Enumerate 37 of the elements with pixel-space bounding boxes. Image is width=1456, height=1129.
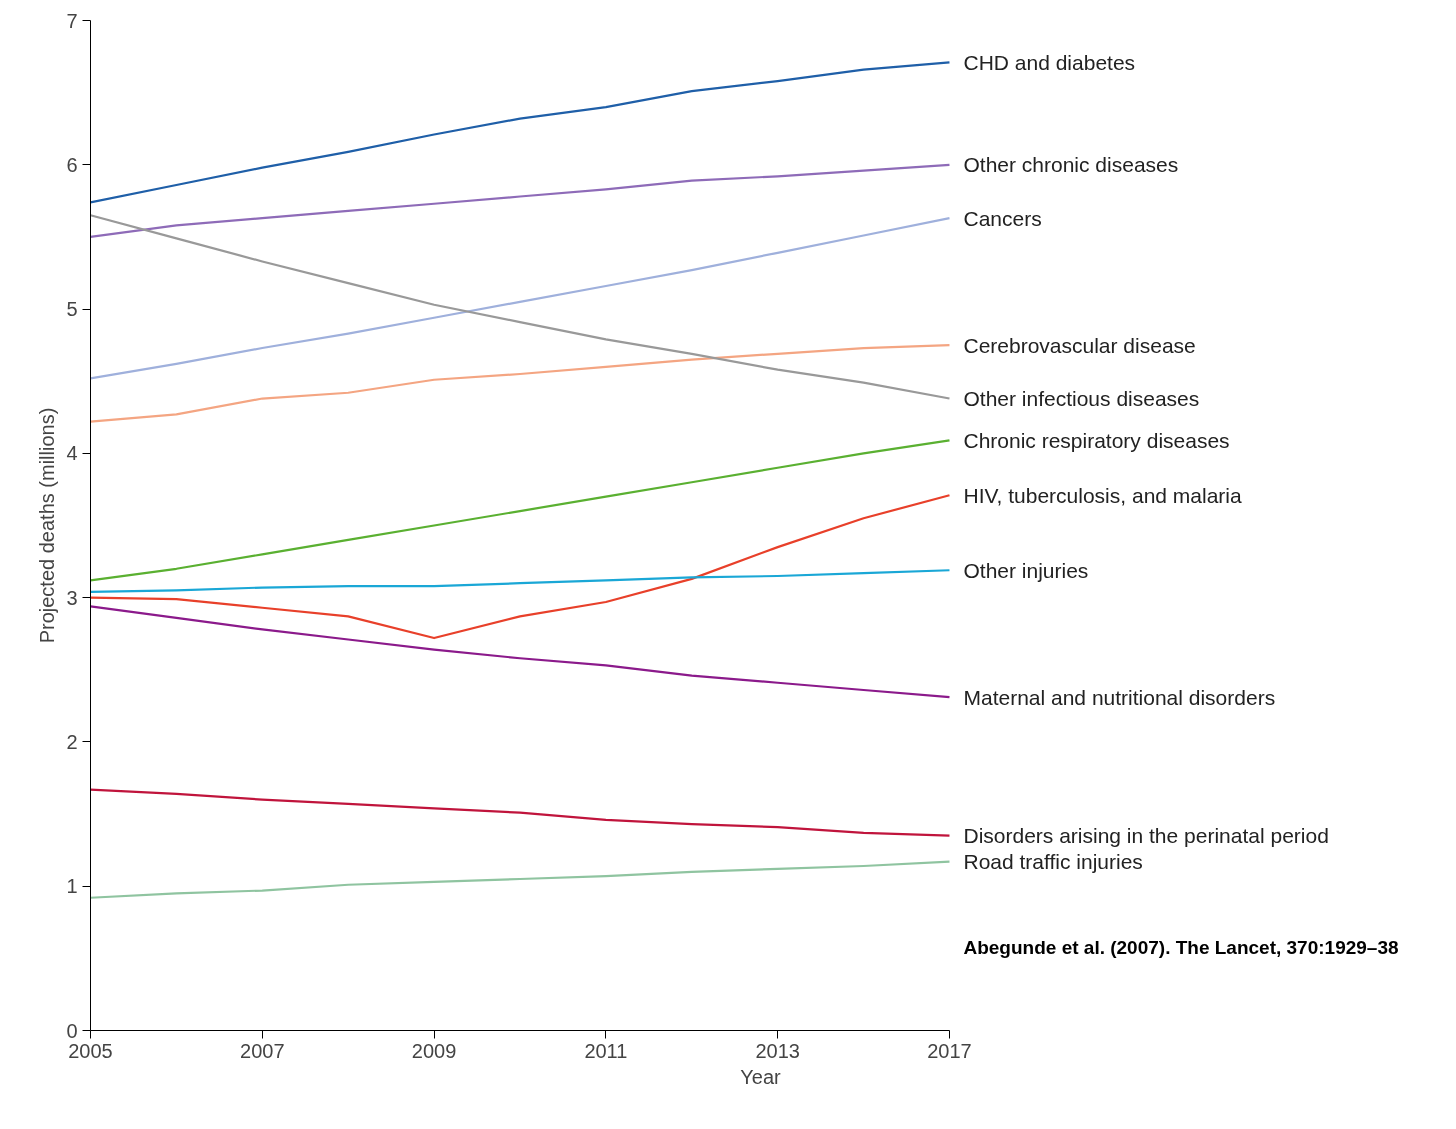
text: Abegunde et al. (2007). The Lancet, 370:1929–38 [963,937,1399,959]
y-tick-label: 4 [66,442,78,465]
line-series [90,860,951,899]
series-label: Road traffic injuries [963,850,1143,874]
series-label: Other injuries [963,558,1089,582]
series-label: Maternal and nutritional disorders [963,685,1276,709]
x-tick-label: 2011 [584,1039,628,1062]
y-tick-label: 6 [66,153,78,176]
y-tick-label: 5 [66,298,78,321]
series-label: Other infectious diseases [963,387,1200,411]
x-axis-title: Year [740,1065,782,1088]
x-tick-label: 2005 [68,1039,113,1062]
y-tick-label: 7 [66,9,78,32]
y-tick-label: 0 [66,1019,78,1042]
y-tick-label: 1 [66,875,78,898]
x-tick-label: 2017 [927,1039,972,1062]
series-label: Cancers [963,206,1042,230]
line-series [90,569,951,593]
line-series [90,61,951,204]
y-tick-label: 3 [66,586,78,609]
line-series [90,788,951,837]
line-series [90,605,951,699]
x-tick-label: 2007 [240,1039,285,1062]
series-label: CHD and diabetes [963,50,1136,74]
series-label: HIV, tuberculosis, and malaria [963,483,1242,507]
series-label: Chronic respiratory diseases [963,428,1230,452]
series-label: Disorders arising in the perinatal period [963,824,1329,848]
series-label: Other chronic diseases [963,153,1179,177]
x-tick-label: 2013 [755,1039,800,1062]
x-tick-label: 2009 [411,1039,457,1062]
series-label: Cerebrovascular disease [963,333,1196,357]
y-axis-title: Projected deaths (millions) [36,407,59,644]
line-series [90,439,951,582]
line-series [90,163,951,239]
y-tick-label: 2 [66,730,78,753]
line-series [90,344,951,423]
line-series [90,494,951,640]
